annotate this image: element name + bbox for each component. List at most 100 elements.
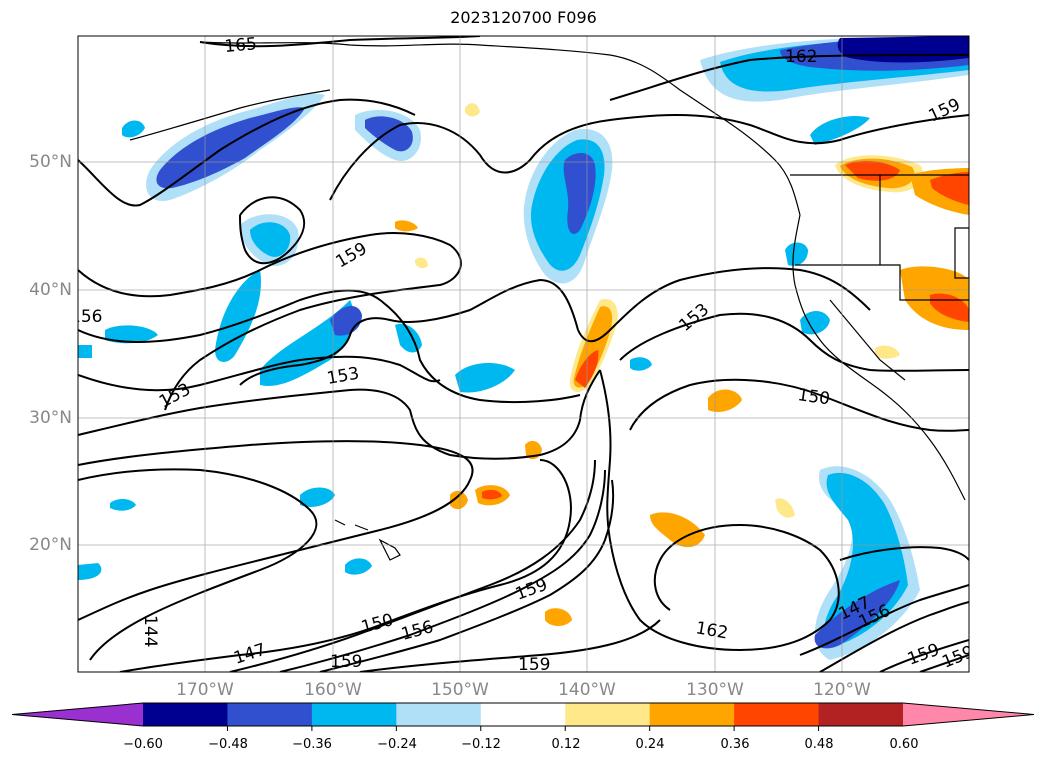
colorbar-segment — [143, 703, 228, 726]
blue-region-small-9 — [630, 357, 652, 371]
colorbar-tick-label: 0.48 — [804, 737, 834, 752]
blue-region-west-3 — [260, 300, 354, 386]
map-frame — [77, 35, 970, 673]
colorbar-segment — [818, 703, 904, 726]
blue-region-west-2 — [215, 270, 261, 362]
lon-label-140w: 140°W — [558, 680, 616, 700]
lon-label-150w: 150°W — [431, 680, 489, 700]
blue-region-small-8 — [122, 120, 145, 138]
colorbar-segment — [396, 703, 482, 726]
colorbar-tick-label: −0.36 — [292, 737, 332, 752]
blue-region-small-7 — [810, 115, 870, 145]
warm-region-3-inner — [482, 489, 502, 500]
contour-150-c — [229, 459, 596, 672]
contour-162-top — [609, 54, 969, 101]
blue-region-small-3 — [345, 558, 372, 575]
colorbar-segment — [311, 703, 397, 726]
blue-region-southeast-inner — [814, 580, 900, 649]
blue-region-central-inner — [563, 153, 596, 234]
blue-region-small-6 — [800, 311, 830, 335]
blue-region-west-5 — [105, 325, 158, 344]
colorbar-outline — [11, 702, 1035, 727]
state-border-2 — [795, 264, 969, 301]
contour-150-b — [619, 312, 969, 372]
colorbar-tick-label: 0.60 — [889, 737, 919, 752]
blue-region-top-right-deep — [837, 36, 969, 63]
lon-label-120w: 120°W — [813, 680, 871, 700]
warm-region-4 — [450, 490, 468, 510]
lon-label-160w: 160°W — [304, 680, 362, 700]
colorbar-tick-label: −0.48 — [208, 737, 248, 752]
colorbar-tick-label: −0.24 — [377, 737, 417, 752]
blue-region-west-1-inner — [250, 222, 291, 257]
lat-label-20n: 20°N — [29, 535, 72, 555]
colorbar-segment — [565, 703, 651, 726]
warm-region-11 — [415, 257, 428, 269]
blue-region-small-5 — [785, 242, 808, 266]
contour-153-a — [78, 232, 462, 411]
negative-anomaly-regions — [78, 36, 969, 660]
colorbar-extend-low — [12, 703, 143, 726]
contour-159-d — [879, 639, 969, 672]
contour-label: 165 — [224, 34, 258, 57]
colorbar-tick-label: 0.36 — [720, 737, 750, 752]
blue-region-small-10 — [78, 345, 92, 358]
contour-162-b — [359, 619, 661, 672]
grid-lines — [78, 36, 969, 672]
colorbar — [11, 702, 1035, 731]
coastlines — [129, 41, 969, 561]
colorbar-extend-high — [903, 703, 1034, 726]
colorbar-tick-label: 0.24 — [635, 737, 665, 752]
contour-159-c — [819, 601, 969, 672]
coastline-westcoast — [792, 214, 966, 501]
contour-label: 156 — [70, 307, 102, 327]
colorbar-segment — [734, 703, 820, 726]
lon-label-130w: 130°W — [686, 680, 744, 700]
contour-159-north — [78, 98, 416, 207]
map-title: 2023120700 F096 — [450, 8, 597, 27]
contour-147-b — [629, 378, 969, 432]
contour-144 — [78, 468, 318, 661]
lon-label-170w: 170°W — [176, 680, 234, 700]
contour-165 — [199, 36, 481, 48]
lat-label-40n: 40°N — [29, 280, 72, 300]
contour-153-d — [239, 278, 579, 386]
contour-label: 144 — [140, 615, 160, 647]
warm-region-ne-3-inner — [930, 293, 969, 322]
blue-region-west-4 — [455, 363, 515, 393]
lat-label-50n: 50°N — [29, 152, 72, 172]
warm-region-10 — [465, 103, 480, 117]
contour-153-b — [78, 355, 441, 392]
warm-region-8 — [395, 220, 418, 232]
contour-159-mid — [239, 196, 306, 265]
contour-label: 159 — [330, 652, 362, 672]
contour-153-c — [78, 369, 601, 460]
height-contours — [78, 36, 969, 672]
contour-label: 162 — [785, 47, 817, 67]
colorbar-tick-label: 0.12 — [551, 737, 581, 752]
warm-region-9 — [875, 345, 900, 359]
contour-153-e — [577, 267, 871, 343]
contour-right-loop — [839, 546, 969, 561]
contour-v-central — [599, 369, 840, 652]
contour-lower-left — [78, 440, 474, 621]
colorbar-tick-label: −0.60 — [123, 737, 163, 752]
blue-region-small-4 — [78, 563, 102, 580]
state-border-4 — [829, 299, 906, 381]
contour-loop-central — [329, 114, 969, 201]
warm-region-1 — [708, 389, 742, 412]
blue-region-small-1 — [300, 487, 335, 507]
warm-region-ne-1-inner — [845, 160, 900, 181]
coastline-aleutians — [129, 89, 331, 141]
blue-region-small-2 — [110, 499, 136, 511]
blue-region-southeast-mid — [823, 472, 908, 648]
contour-label: 150 — [796, 385, 831, 409]
contour-labels: 165 162 159 159 156 153 153 150 153 159 … — [70, 34, 969, 672]
warm-region-5 — [545, 608, 572, 626]
warm-region-2 — [650, 512, 705, 548]
colorbar-segment — [649, 703, 735, 726]
colorbar-tick-label: −0.12 — [461, 737, 501, 752]
colorbar-segment — [227, 703, 313, 726]
contour-150-a — [78, 289, 581, 404]
